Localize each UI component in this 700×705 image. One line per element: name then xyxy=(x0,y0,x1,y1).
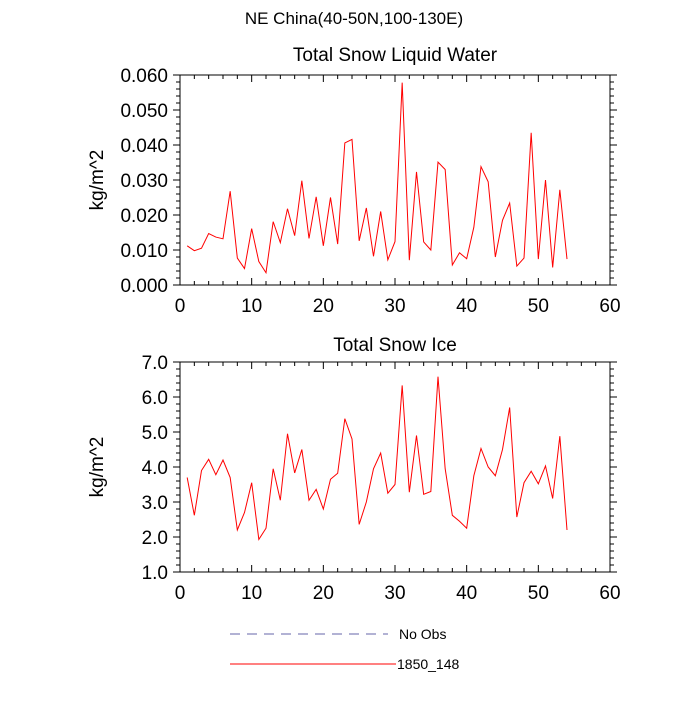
ice-y-tick-label: 5.0 xyxy=(142,423,168,444)
liquid-y-tick-label: 0.000 xyxy=(120,276,168,297)
liquid-x-tick-label: 30 xyxy=(384,296,405,317)
ice-x-tick-label: 30 xyxy=(384,583,405,604)
liquid-x-tick-label: 40 xyxy=(456,296,477,317)
liquid-x-tick-label: 50 xyxy=(528,296,549,317)
ice-x-tick-label: 20 xyxy=(313,583,334,604)
ice-y-tick-label: 1.0 xyxy=(142,563,168,584)
ice-y-tick-label: 3.0 xyxy=(142,493,168,514)
legend-label-1850-148: 1850_148 xyxy=(397,656,460,672)
panel-snow-liquid-water: Total Snow Liquid Water kg/m^2 0 10 20 30 40 50… xyxy=(87,45,621,317)
liquid-y-axis-label: kg/m^2 xyxy=(87,150,108,211)
ice-y-tick-label: 2.0 xyxy=(142,528,168,549)
ice-series-line xyxy=(186,376,568,541)
ice-x-tick-label: 40 xyxy=(456,583,477,604)
figure-title: NE China(40-50N,100-130E) xyxy=(244,9,464,28)
ice-chart-title: Total Snow Ice xyxy=(333,335,457,356)
ice-x-tick-label: 10 xyxy=(241,583,262,604)
legend-label-no-obs: No Obs xyxy=(399,626,446,642)
liquid-x-tick-label: 60 xyxy=(599,296,620,317)
legend: No Obs 1850_148 xyxy=(230,626,460,672)
liquid-y-tick-label: 0.060 xyxy=(120,66,168,87)
liquid-y-tick-label: 0.050 xyxy=(120,101,168,122)
ice-y-tick-label: 4.0 xyxy=(142,458,168,479)
ice-x-tick-label: 50 xyxy=(528,583,549,604)
liquid-y-tick-label: 0.030 xyxy=(120,171,168,192)
liquid-x-tick-label: 0 xyxy=(175,296,186,317)
ice-y-tick-label: 7.0 xyxy=(142,353,168,374)
liquid-y-tick-label: 0.040 xyxy=(120,136,168,157)
liquid-y-tick-label: 0.010 xyxy=(120,241,168,262)
panel-snow-ice: Total Snow Ice kg/m^2 0 10 20 30 40 50 60 1.0 2.0 3… xyxy=(87,335,621,604)
ice-x-tick-label: 0 xyxy=(175,583,186,604)
ice-y-tick-label: 6.0 xyxy=(142,388,168,409)
ice-x-tick-label: 60 xyxy=(599,583,620,604)
liquid-series-line xyxy=(186,82,568,275)
liquid-x-tick-label: 20 xyxy=(313,296,334,317)
liquid-chart-title: Total Snow Liquid Water xyxy=(293,45,498,66)
liquid-x-tick-label: 10 xyxy=(241,296,262,317)
liquid-y-tick-label: 0.020 xyxy=(120,206,168,227)
ice-y-axis-label: kg/m^2 xyxy=(87,437,108,498)
